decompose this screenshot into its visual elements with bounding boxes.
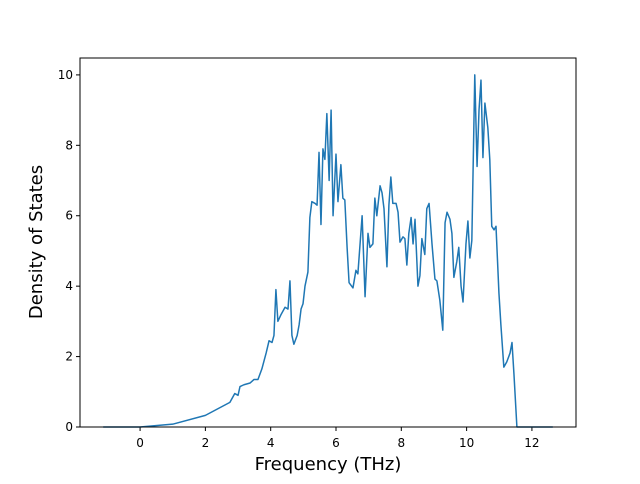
y-tick-label: 2 <box>65 350 73 364</box>
x-tick-label: 4 <box>267 436 275 450</box>
y-tick-label: 0 <box>65 420 73 434</box>
x-tick-label: 6 <box>332 436 340 450</box>
y-axis-label: Density of States <box>26 165 47 319</box>
x-tick-label: 12 <box>524 436 539 450</box>
y-tick-label: 4 <box>65 279 73 293</box>
plot-frame <box>79 57 577 428</box>
x-tick-label: 10 <box>459 436 474 450</box>
x-tick-label: 2 <box>202 436 210 450</box>
x-tick-label: 0 <box>136 436 144 450</box>
x-axis-label: Frequency (THz) <box>255 454 402 475</box>
y-tick-label: 8 <box>65 138 73 152</box>
x-tick-label: 8 <box>397 436 405 450</box>
y-tick-label: 6 <box>65 209 73 223</box>
line <box>103 74 553 428</box>
y-tick-label: 10 <box>58 68 73 82</box>
